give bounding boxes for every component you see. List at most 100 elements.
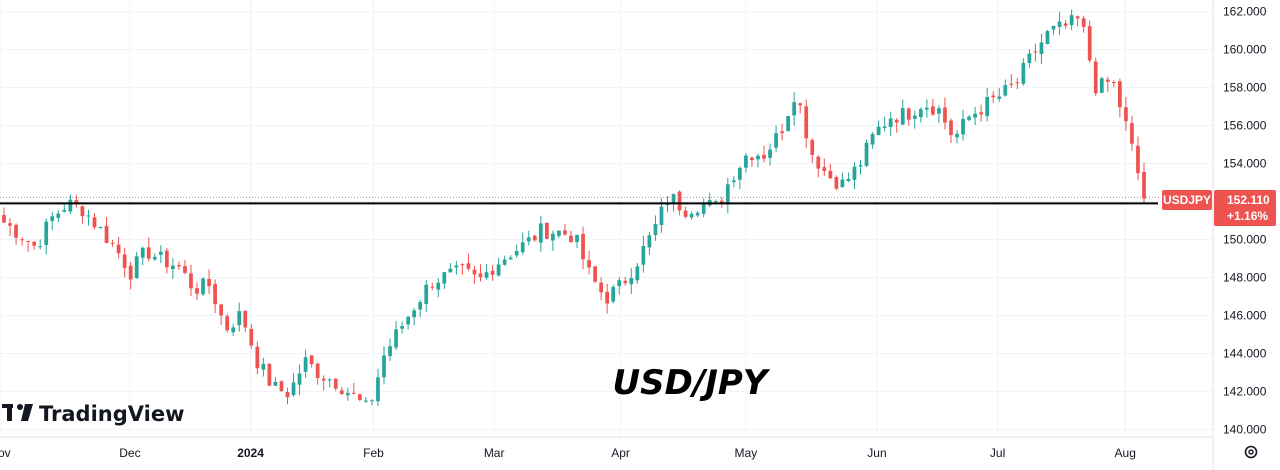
candle-body — [237, 311, 242, 326]
candle-body — [255, 346, 260, 369]
x-tick-label: Apr — [611, 446, 630, 460]
candle-body — [394, 329, 398, 348]
candle-body — [327, 379, 332, 381]
candle-body — [502, 259, 507, 265]
candle-body — [623, 280, 628, 284]
candle-body — [695, 212, 700, 216]
candle-body — [466, 263, 471, 269]
candle-body — [689, 213, 694, 218]
candle-body — [110, 242, 115, 244]
candle-body — [858, 165, 863, 167]
candle-body — [297, 373, 302, 385]
candle-body — [629, 277, 634, 285]
candle-body — [2, 215, 6, 223]
candle-body — [183, 266, 187, 273]
gear-icon[interactable] — [1244, 445, 1258, 459]
candle-body — [532, 235, 537, 241]
y-tick-label: 146.000 — [1223, 308, 1267, 322]
candle-body — [973, 113, 977, 118]
candle-body — [906, 108, 911, 120]
candle-body — [267, 363, 272, 386]
ticker-text: USDJPY — [1163, 193, 1211, 207]
candle-body — [828, 170, 833, 179]
y-tick-label: 144.000 — [1223, 346, 1267, 360]
candle-body — [345, 392, 350, 396]
tradingview-logo-text: TradingView — [39, 402, 184, 426]
candle-body — [1142, 172, 1146, 199]
candle-body — [635, 266, 640, 281]
candle-body — [1051, 25, 1056, 30]
candle-body — [382, 355, 386, 378]
candle-body — [195, 288, 199, 294]
x-tick-label: Nov — [0, 446, 11, 460]
candle-body — [490, 270, 495, 275]
candle-body — [768, 149, 772, 158]
candle-body — [967, 116, 971, 120]
candle-body — [762, 154, 766, 159]
candle-body — [140, 247, 145, 258]
candle-body — [677, 191, 682, 211]
y-tick-label: 140.000 — [1223, 422, 1267, 436]
candle-body — [786, 115, 790, 131]
candle-body — [116, 244, 121, 254]
candle-body — [575, 234, 579, 243]
candle-body — [1136, 145, 1140, 174]
candle-body — [665, 203, 670, 206]
candle-body — [846, 178, 851, 181]
candle-body — [158, 251, 163, 255]
grid — [0, 0, 1214, 470]
x-tick-label: Jul — [990, 446, 1005, 460]
y-tick-label: 160.000 — [1223, 43, 1267, 57]
candle-body — [870, 134, 875, 145]
candle-body — [128, 265, 133, 280]
candle-body — [86, 215, 91, 217]
candle-body — [713, 201, 718, 203]
x-tick-label: Dec — [119, 446, 140, 460]
y-tick-label: 148.000 — [1223, 270, 1267, 284]
candle-body — [189, 273, 193, 289]
candle-body — [351, 392, 356, 394]
time-axis[interactable]: Nov Dec 2024 Feb Mar Apr May Jun Jul Aug — [0, 446, 1136, 460]
candle-body — [1105, 79, 1110, 82]
candle-body — [219, 304, 224, 316]
candle-body — [406, 316, 410, 325]
candle-body — [605, 291, 610, 304]
candle-body — [56, 213, 61, 218]
candle-body — [279, 381, 284, 392]
candle-body — [1063, 23, 1068, 26]
candle-body — [74, 200, 79, 204]
candle-body — [526, 237, 531, 242]
candle-body — [1027, 53, 1032, 64]
candle-body — [448, 268, 453, 273]
candle-body — [798, 103, 803, 106]
candle-body — [1075, 16, 1080, 19]
candle-body — [164, 250, 169, 268]
candle-body — [1081, 18, 1086, 27]
tradingview-logo[interactable]: TradingView — [2, 402, 184, 426]
candle-body — [152, 256, 157, 260]
candle-body — [225, 316, 230, 331]
candle-body — [1039, 42, 1044, 55]
candle-body — [62, 209, 67, 212]
candle-body — [961, 118, 965, 135]
candle-body — [551, 233, 555, 241]
candle-body — [484, 272, 489, 278]
candle-body — [291, 382, 296, 396]
price-tag — [1214, 190, 1276, 226]
candle-body — [321, 378, 326, 381]
candle-body — [436, 282, 441, 290]
candle-body — [647, 235, 652, 248]
candle-body — [1111, 82, 1116, 84]
candle-body — [122, 254, 127, 268]
candle-body — [80, 206, 85, 217]
candle-body — [756, 155, 760, 160]
y-tick-label: 158.000 — [1223, 81, 1267, 95]
candle-body — [400, 326, 404, 329]
candle-body — [1009, 83, 1014, 85]
candle-body — [900, 108, 905, 125]
candle-body — [496, 264, 501, 276]
candle-body — [231, 327, 236, 333]
candle-body — [852, 166, 857, 180]
candle-body — [587, 260, 591, 268]
